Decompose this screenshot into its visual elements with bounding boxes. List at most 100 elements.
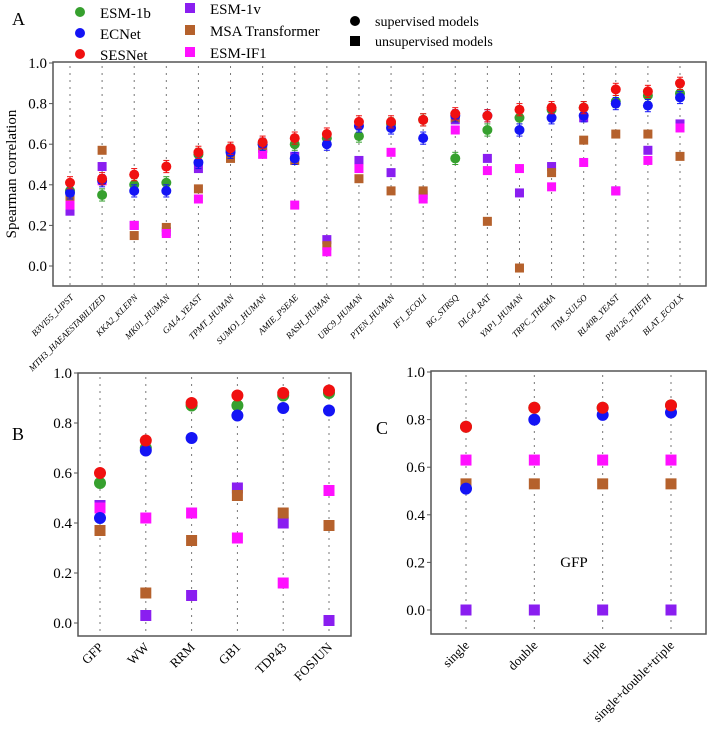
point-sesnet [418, 114, 429, 125]
point-esm-if1 [161, 229, 171, 239]
point-esm-1v [97, 162, 107, 172]
point-sesnet [97, 173, 108, 184]
point-msa-transformer [643, 129, 653, 139]
point-sesnet [65, 177, 75, 188]
point-msa-transformer [597, 478, 609, 490]
point-ecnet [323, 404, 335, 417]
point-esm-if1 [418, 194, 428, 204]
point-esm-if1 [94, 502, 106, 514]
point-sesnet [546, 102, 557, 113]
point-msa-transformer [323, 520, 335, 531]
x-tick-label: GFP [79, 640, 106, 667]
point-esm-if1 [460, 454, 472, 466]
point-esm-if1 [129, 220, 139, 230]
point-esm-if1 [65, 200, 75, 210]
point-esm-if1 [482, 166, 492, 176]
y-tick-label: 0.0 [53, 616, 72, 632]
point-msa-transformer [277, 507, 289, 519]
y-tick-label: 0.2 [28, 218, 47, 234]
legend-unsupervised-label: unsupervised models [375, 35, 493, 50]
point-msa-transformer [386, 186, 396, 196]
point-esm-if1 [386, 147, 396, 157]
y-tick-label: 1.0 [28, 56, 47, 72]
x-tick-label: IF1_ECOLI [390, 292, 429, 331]
legend-label: ESM-1b [100, 6, 151, 22]
point-esm-if1 [665, 454, 677, 466]
point-ecnet [277, 402, 290, 414]
panel-a: B3VI55_LIPSTMTH3_HAEAESTABILIZEDKKA2_KLE… [4, 56, 707, 374]
plot-frame [430, 370, 707, 635]
x-tick-label: BG_STRSQ [424, 292, 461, 329]
point-msa-transformer [665, 478, 677, 490]
point-sesnet [610, 84, 621, 95]
point-ecnet [193, 157, 204, 168]
point-esm-1v [65, 206, 75, 216]
y-tick-label: 0.0 [406, 603, 425, 619]
point-esm-1v [514, 188, 524, 198]
point-msa-transformer [528, 478, 540, 490]
legend-marker-sesnet [75, 49, 85, 59]
point-msa-transformer [579, 135, 589, 145]
point-esm-if1 [193, 194, 203, 204]
legend-marker-msa transformer [185, 25, 195, 35]
point-ecnet [185, 432, 198, 444]
point-ecnet [610, 98, 621, 109]
point-esm-1b [353, 131, 364, 142]
point-esm-1v [386, 168, 396, 178]
y-tick-label: 0.8 [406, 413, 425, 429]
point-esm-1b [482, 124, 493, 135]
point-esm-1v [354, 155, 364, 165]
legend-marker-esm-1v [185, 3, 195, 13]
point-sesnet [642, 86, 653, 97]
point-esm-if1 [231, 532, 243, 544]
point-sesnet [386, 116, 397, 127]
point-sesnet [578, 102, 589, 113]
point-msa-transformer [161, 222, 171, 232]
point-esm-if1 [140, 512, 152, 524]
point-sesnet [353, 116, 364, 127]
point-esm-1v [547, 162, 557, 172]
point-sesnet [323, 384, 335, 397]
point-esm-1v [597, 604, 609, 616]
unsupervised-marker-icon [350, 36, 360, 46]
point-esm-if1 [547, 182, 557, 192]
x-tick-label: WW [124, 639, 152, 667]
point-msa-transformer [611, 129, 621, 139]
point-esm-if1 [354, 164, 364, 174]
y-tick-label: 0.8 [28, 97, 47, 113]
point-esm-if1 [611, 186, 621, 196]
legend-supervised-label: supervised models [375, 15, 479, 30]
point-sesnet [94, 467, 106, 479]
point-esm-if1 [258, 149, 268, 159]
point-esm-if1 [186, 507, 198, 519]
x-tick-label: double [505, 637, 541, 673]
point-msa-transformer [129, 231, 139, 241]
legend-label: ESM-1v [210, 2, 261, 18]
point-msa-transformer [547, 168, 557, 178]
y-tick-label: 1.0 [53, 366, 72, 382]
point-esm-if1 [528, 454, 540, 466]
y-tick-label: 0.4 [406, 508, 425, 524]
point-ecnet [231, 409, 244, 422]
point-sesnet [231, 389, 244, 402]
point-ecnet [65, 187, 75, 198]
supervised-marker-icon [350, 16, 360, 26]
point-sesnet [139, 434, 152, 447]
point-msa-transformer [140, 587, 152, 599]
point-msa-transformer [482, 216, 492, 226]
y-tick-label: 0.2 [406, 555, 425, 571]
plot-frame [52, 61, 707, 287]
point-ecnet [94, 512, 106, 524]
point-ecnet [289, 153, 300, 164]
y-tick-label: 0.4 [28, 178, 47, 194]
point-msa-transformer [193, 184, 203, 194]
point-esm-if1 [579, 157, 589, 167]
point-sesnet [675, 78, 685, 89]
annotation-label: GFP [560, 555, 588, 571]
point-msa-transformer [97, 145, 107, 155]
point-esm-if1 [290, 200, 300, 210]
point-esm-1b [231, 399, 244, 412]
point-sesnet [289, 133, 300, 144]
point-ecnet [321, 139, 332, 150]
